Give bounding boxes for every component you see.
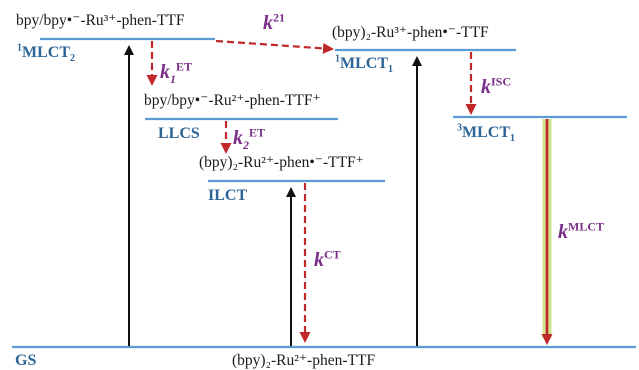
rate-label-k1et: k1ET [160, 59, 193, 86]
state-label-gs: GS [15, 352, 37, 369]
state-label-mlct1-triplet: 3MLCT1 [457, 122, 515, 145]
species-llcs: bpy/bpy•⁻-Ru²⁺-phen-TTF⁺ [144, 92, 321, 109]
species-ilct: (bpy)₂-Ru²⁺-phen•⁻-TTF⁺ [199, 154, 364, 171]
rate-label-kct: kCT [314, 247, 341, 271]
state-label-llcs: LLCS [158, 125, 200, 142]
rate-label-kmlct: kMLCT [558, 219, 604, 243]
rate-label-k21: k21 [263, 10, 285, 34]
transfer-arrow-k21 [215, 39, 334, 54]
rate-label-k2et: k2ET [233, 125, 266, 152]
state-label-mlct1-singlet: 1MLCT1 [335, 53, 393, 76]
rate-label-kisc: kISC [481, 74, 512, 98]
state-label-mlct2: 1MLCT2 [17, 42, 75, 65]
state-label-ilct: ILCT [208, 187, 248, 204]
species-mlct1-singlet: (bpy)₂-Ru³⁺-phen•⁻-TTF [332, 24, 489, 41]
species-mlct2: bpy/bpy•⁻-Ru³⁺-phen-TTF [16, 12, 185, 29]
species-gs: (bpy)₂-Ru²⁺-phen-TTF [232, 352, 376, 369]
